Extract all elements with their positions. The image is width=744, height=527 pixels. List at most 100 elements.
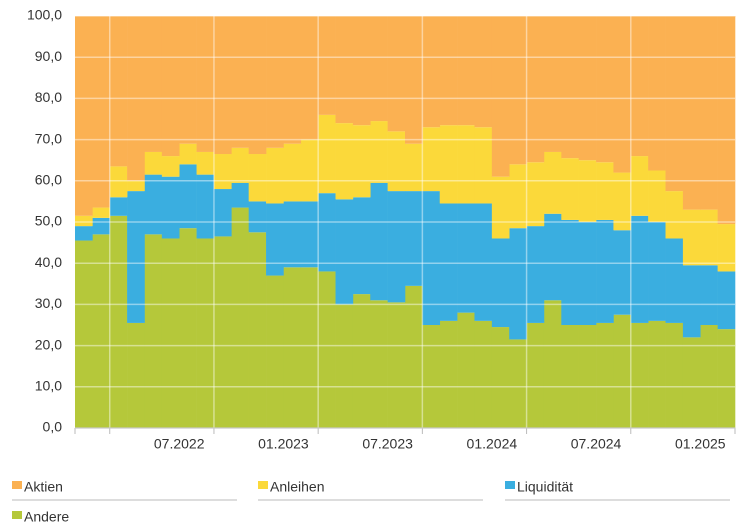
bar-segment xyxy=(457,125,475,204)
bar-segment xyxy=(387,302,406,428)
bar-segment xyxy=(127,191,145,323)
legend-label: Anleihen xyxy=(270,479,325,495)
bar-segment xyxy=(144,234,163,428)
bar-segment xyxy=(352,294,371,428)
bar-segment xyxy=(509,16,527,165)
bar-segment xyxy=(300,139,319,202)
bar-segment xyxy=(75,240,93,428)
bar-segment xyxy=(196,16,215,152)
y-tick-label: 20,0 xyxy=(35,336,62,352)
bar-segment xyxy=(630,215,649,323)
bar-segment xyxy=(578,16,597,161)
bar-segment xyxy=(526,226,545,323)
y-tick-label: 80,0 xyxy=(35,89,62,105)
y-tick-label: 30,0 xyxy=(35,295,62,311)
bar-segment xyxy=(491,176,510,239)
bar-segment xyxy=(596,16,614,163)
bar-segment xyxy=(248,16,267,155)
y-tick-label: 10,0 xyxy=(35,378,62,394)
bar-segment xyxy=(248,232,267,428)
bar-segment xyxy=(283,267,302,428)
bar-segment xyxy=(543,300,562,428)
bar-segment xyxy=(161,238,180,428)
bar-segment xyxy=(648,222,666,321)
bar-segment xyxy=(248,201,267,233)
bar-segment xyxy=(665,16,684,192)
bar-segment xyxy=(335,123,354,200)
bar-segment xyxy=(179,164,197,229)
bar-segment xyxy=(335,199,354,305)
bar-segment xyxy=(596,322,614,428)
bar-segment xyxy=(700,325,718,428)
legend-label: Andere xyxy=(24,509,69,525)
bar-segment xyxy=(127,180,145,192)
bar-segment xyxy=(474,16,493,128)
bar-segment xyxy=(665,191,684,239)
bar-segment xyxy=(248,154,267,202)
bar-segment xyxy=(75,16,93,216)
bar-segment xyxy=(196,174,215,239)
bar-segment xyxy=(283,16,302,144)
x-tick-label: 01.2023 xyxy=(258,436,309,452)
bar-segment xyxy=(682,16,701,210)
bar-segment xyxy=(352,16,371,126)
bar-segment xyxy=(665,322,684,428)
bar-segment xyxy=(213,189,232,237)
bar-segment xyxy=(161,156,180,177)
bar-segment xyxy=(370,16,388,122)
bar-segment xyxy=(665,238,684,323)
bar-segment xyxy=(717,329,736,428)
bar-segment xyxy=(682,337,701,428)
bar-segment xyxy=(439,320,458,428)
bar-segment xyxy=(578,160,597,222)
bar-segment xyxy=(439,16,458,126)
bar-segment xyxy=(144,16,163,152)
bar-segment xyxy=(300,201,319,268)
bar-segment xyxy=(231,207,249,428)
y-tick-label: 100,0 xyxy=(27,7,62,23)
bar-segment xyxy=(213,16,232,155)
bar-segment xyxy=(231,147,249,183)
bar-segment xyxy=(387,131,406,192)
bar-segment xyxy=(318,193,336,272)
bar-segment xyxy=(405,16,423,144)
bar-segment xyxy=(648,16,666,171)
bar-segment xyxy=(613,230,632,315)
bar-segment xyxy=(127,16,145,181)
y-tick-label: 90,0 xyxy=(35,48,62,64)
legend-swatch xyxy=(258,481,268,489)
bar-segment xyxy=(266,16,284,148)
bar-segment xyxy=(370,300,388,428)
bar-segment xyxy=(335,16,354,124)
bar-segment xyxy=(491,238,510,328)
bar-segment xyxy=(283,143,302,202)
bar-segment xyxy=(578,222,597,325)
y-tick-label: 70,0 xyxy=(35,130,62,146)
bar-segment xyxy=(613,314,632,428)
bar-segment xyxy=(630,322,649,428)
bar-segment xyxy=(318,271,336,428)
bar-segment xyxy=(144,174,163,235)
bar-segment xyxy=(422,191,441,325)
bar-segment xyxy=(509,228,527,340)
legend-label: Liquidität xyxy=(517,479,573,495)
x-tick-label: 01.2025 xyxy=(675,436,726,452)
y-tick-label: 60,0 xyxy=(35,172,62,188)
bar-segment xyxy=(161,16,180,157)
bar-segment xyxy=(161,176,180,239)
x-tick-label: 01.2024 xyxy=(467,436,518,452)
legend-swatch xyxy=(12,511,22,519)
y-tick-label: 40,0 xyxy=(35,254,62,270)
bar-segment xyxy=(387,16,406,132)
bar-segment xyxy=(352,125,371,198)
bar-segment xyxy=(318,16,336,115)
bar-segment xyxy=(682,209,701,266)
bar-segment xyxy=(700,265,718,325)
bar-segment xyxy=(387,191,406,303)
legend-swatch xyxy=(505,481,515,489)
bar-segment xyxy=(370,182,388,301)
bar-segment xyxy=(630,16,649,157)
bar-segment xyxy=(179,16,197,144)
bar-segment xyxy=(300,16,319,140)
